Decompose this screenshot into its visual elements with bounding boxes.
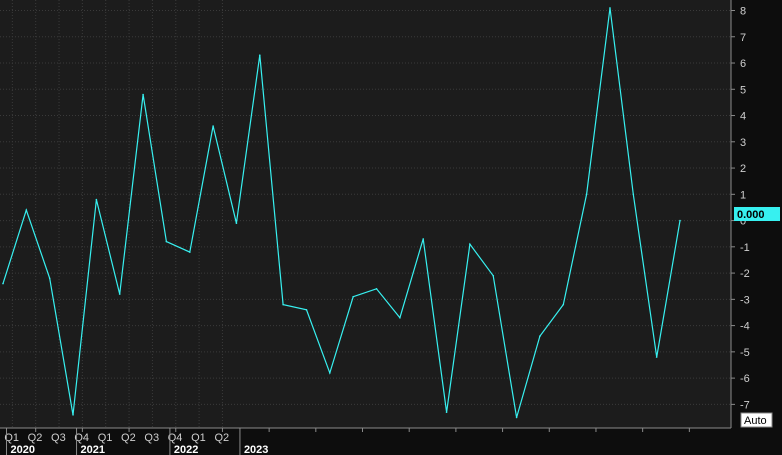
x-tick-label-quarter: Q1	[191, 432, 206, 444]
data-point	[585, 193, 588, 196]
x-tick-label-quarter: Q2	[121, 432, 136, 444]
y-axis-ticks: -7 -6 -5 -4 -3 -2 -1 0 1 2 3 4 5 6 7 8	[731, 6, 750, 411]
y-tick-label: 3	[740, 137, 746, 149]
data-point	[282, 303, 284, 306]
data-point	[305, 309, 308, 311]
x-tick-label-quarter: Q1	[4, 432, 19, 444]
y-tick-label: -1	[740, 242, 750, 254]
x-tick-label-year: 2022	[174, 444, 198, 455]
auto-scale-button-label[interactable]: Auto	[744, 415, 767, 427]
x-tick-label-quarter: Q3	[51, 432, 66, 444]
plot-background	[0, 0, 731, 428]
data-point	[258, 54, 261, 56]
data-point	[95, 198, 98, 201]
data-point	[445, 411, 448, 414]
data-point	[632, 193, 635, 196]
y-tick-label: 4	[740, 111, 746, 123]
y-tick-label: 2	[740, 163, 746, 175]
data-point	[165, 240, 168, 243]
data-point	[562, 303, 565, 306]
y-tick-label: 7	[740, 32, 746, 44]
data-point	[48, 277, 51, 280]
x-tick-label-quarter: Q2	[214, 432, 229, 444]
data-point	[422, 238, 425, 240]
data-point	[235, 222, 238, 224]
data-point	[188, 251, 191, 253]
y-tick-label: -3	[740, 294, 750, 306]
data-point	[679, 219, 681, 222]
y-tick-label: 5	[740, 84, 746, 96]
auto-scale-button-box[interactable]	[740, 412, 773, 428]
y-tick-label: -5	[740, 347, 750, 359]
y-tick-label: 6	[740, 58, 746, 70]
y-tick-label: -7	[740, 399, 750, 411]
last-value-label-background	[734, 207, 780, 221]
data-point	[399, 316, 401, 319]
y-tick-label: 0	[740, 216, 746, 228]
last-value-marker: 0.000	[734, 207, 780, 221]
data-point	[609, 7, 611, 9]
y-tick-label: -6	[740, 373, 750, 385]
data-point	[72, 414, 74, 416]
series-layer	[2, 7, 681, 419]
x-tick-label-year: 2023	[244, 444, 268, 455]
data-point	[515, 416, 518, 419]
x-tick-label-quarter: Q4	[168, 432, 183, 444]
data-point	[655, 356, 658, 358]
data-point	[375, 288, 378, 290]
data-point	[329, 372, 331, 374]
y-tick-label: 1	[740, 189, 746, 201]
x-tick-label-quarter: Q4	[74, 432, 89, 444]
x-tick-label-year: 2021	[81, 444, 105, 455]
data-point	[25, 209, 28, 211]
data-point	[2, 282, 4, 285]
data-point	[539, 335, 541, 337]
data-point	[492, 274, 495, 277]
y-tick-label: -4	[740, 321, 750, 333]
auto-scale-button[interactable]: Auto	[740, 412, 773, 428]
y-tick-label: -2	[740, 268, 750, 280]
x-tick-label-quarter: Q1	[98, 432, 113, 444]
data-point	[142, 93, 144, 96]
data-point	[469, 243, 471, 245]
x-tick-label-year: 2020	[11, 444, 35, 455]
x-tick-label-quarter: Q2	[28, 432, 43, 444]
series-line	[2, 7, 681, 418]
data-point	[118, 293, 121, 295]
last-value-label: 0.000	[737, 209, 765, 221]
data-point	[352, 295, 354, 298]
y-tick-label: 8	[740, 6, 746, 18]
x-tick-label-quarter: Q3	[144, 432, 159, 444]
data-point	[212, 125, 214, 127]
